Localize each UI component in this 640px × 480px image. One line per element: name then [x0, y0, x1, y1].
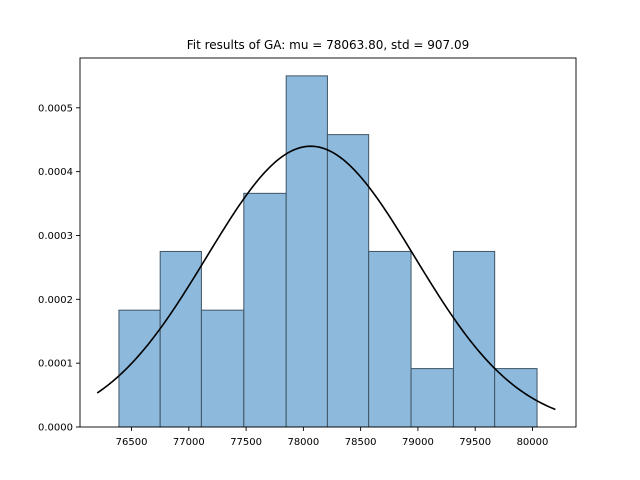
histogram-bar-10: [494, 368, 538, 428]
chart-title: Fit results of GA: mu = 78063.80, std = …: [187, 38, 470, 52]
histogram-bar-7: [368, 250, 412, 428]
histogram-bar-5: [285, 75, 328, 428]
y-tick-label-2: 0.0002: [38, 295, 73, 306]
y-tick-label-4: 0.0004: [38, 167, 73, 178]
y-tick-label-3: 0.0003: [38, 231, 73, 242]
x-axis: 76500 77000 77500 78000 78500 79000 79500 80000: [116, 427, 549, 448]
histogram-bar-2: [159, 250, 202, 428]
x-tick-label-78500: 78500: [345, 437, 377, 448]
x-tick-label-76500: 76500: [116, 437, 148, 448]
y-tick-label-5: 0.0005: [38, 103, 73, 114]
histogram-bar-1: [118, 309, 161, 428]
histogram-bar-3: [200, 309, 245, 428]
histogram-bar-8: [410, 368, 454, 428]
x-tick-label-80000: 80000: [517, 437, 549, 448]
histogram-bar-9: [452, 250, 496, 428]
histogram-bars: [118, 75, 538, 428]
y-tick-label-1: 0.0001: [38, 359, 73, 370]
fit-curve: [96, 145, 556, 411]
x-tick-label-78000: 78000: [287, 437, 319, 448]
x-tick-label-77000: 77000: [173, 437, 205, 448]
y-tick-label-0: 0.0000: [38, 423, 73, 434]
plot-frame: [79, 57, 577, 428]
y-axis: 0.0000 0.0001 0.0002 0.0003 0.0004 0.0005: [38, 103, 80, 434]
x-tick-label-77500: 77500: [230, 437, 262, 448]
x-tick-label-79000: 79000: [402, 437, 434, 448]
x-tick-label-79500: 79500: [459, 437, 491, 448]
histogram-bar-4: [243, 192, 287, 428]
